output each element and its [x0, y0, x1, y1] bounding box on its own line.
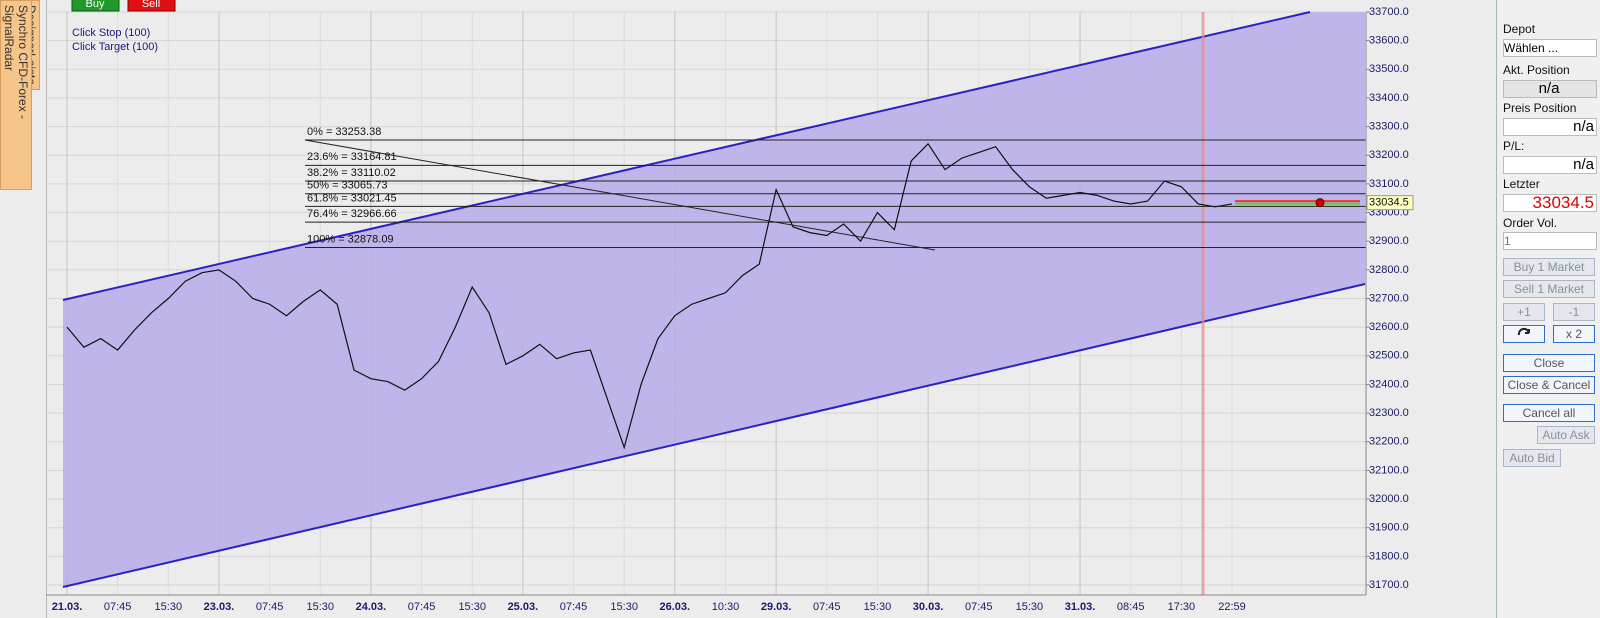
- click-stop[interactable]: Click Stop (100): [72, 27, 150, 39]
- y-tick-label: 33100.0: [1369, 178, 1409, 190]
- fib-label: 50% = 33065.73: [307, 180, 387, 192]
- fib-label: 0% = 33253.38: [307, 126, 381, 138]
- x-tick-label: 10:30: [712, 601, 740, 613]
- preis-position-label: Preis Position: [1503, 101, 1577, 115]
- y-tick-label: 32100.0: [1369, 464, 1409, 476]
- sell-button[interactable]: [127, 0, 176, 12]
- x-tick-label: 07:45: [813, 601, 841, 613]
- y-tick-label: 32000.0: [1369, 493, 1409, 505]
- y-tick-label: 33700.0: [1369, 6, 1409, 18]
- x-tick-label: 21.03.: [52, 601, 83, 613]
- auto-ask-button[interactable]: Auto Ask: [1537, 426, 1595, 444]
- channel-upper: [62, 11, 1311, 301]
- buy-button[interactable]: [71, 0, 120, 12]
- depot-select[interactable]: Wählen ...: [1503, 39, 1597, 57]
- times-two-button[interactable]: x 2: [1553, 325, 1595, 343]
- trendline: [304, 139, 936, 251]
- reverse-icon: [1517, 327, 1530, 336]
- price-dot: [1315, 198, 1325, 208]
- y-tick-label: 32800.0: [1369, 264, 1409, 276]
- x-tick-label: 17:30: [1168, 601, 1196, 613]
- x-tick-label: 23.03.: [204, 601, 235, 613]
- x-tick-label: 31.03.: [1065, 601, 1096, 613]
- y-tick-label: 33400.0: [1369, 92, 1409, 104]
- y-tick-label: 31800.0: [1369, 550, 1409, 562]
- x-tick-label: 07:45: [560, 601, 588, 613]
- fib-label: 100% = 32878.09: [307, 233, 394, 245]
- y-tick-label: 32300.0: [1369, 407, 1409, 419]
- channel-lower: [62, 283, 1366, 588]
- fib-label: 38.2% = 33110.02: [307, 167, 396, 179]
- akt-position-value: n/a: [1503, 80, 1597, 98]
- price-line: [66, 142, 1233, 450]
- x-tick-label: 15:30: [610, 601, 638, 613]
- x-tick-label: 25.03.: [508, 601, 539, 613]
- y-tick-label: 33600.0: [1369, 35, 1409, 47]
- depot-label: Depot: [1503, 22, 1536, 36]
- click-target[interactable]: Click Target (100): [72, 41, 158, 53]
- x-tick-label: 07:45: [256, 601, 284, 613]
- y-tick-label: 33300.0: [1369, 121, 1409, 133]
- reverse-button[interactable]: [1503, 325, 1545, 343]
- order-vol-label: Order Vol.: [1503, 216, 1558, 230]
- y-tick-label: 32400.0: [1369, 378, 1409, 390]
- auto-bid-button[interactable]: Auto Bid: [1503, 449, 1561, 467]
- y-tick-label: 32500.0: [1369, 350, 1409, 362]
- x-tick-label: 24.03.: [356, 601, 387, 613]
- x-tick-label: 15:30: [155, 601, 183, 613]
- plus-one-button[interactable]: +1: [1503, 303, 1545, 321]
- fib-label: 23.6% = 33164.81: [307, 151, 397, 163]
- akt-position-label: Akt. Position: [1503, 63, 1570, 77]
- price-tag-label: 33034.5: [1369, 197, 1409, 209]
- y-tick-label: 32200.0: [1369, 436, 1409, 448]
- y-tick-label: 31900.0: [1369, 522, 1409, 534]
- buy-market-button[interactable]: Buy 1 Market: [1503, 258, 1595, 276]
- x-tick-label: 08:45: [1117, 601, 1145, 613]
- y-tick-label: 32900.0: [1369, 235, 1409, 247]
- letzter-label: Letzter: [1503, 177, 1540, 191]
- y-tick-label: 33200.0: [1369, 149, 1409, 161]
- x-tick-label: 15:30: [458, 601, 486, 613]
- x-tick-label: 29.03.: [761, 601, 792, 613]
- close-cancel-button[interactable]: Close & Cancel: [1503, 376, 1595, 394]
- preis-position-value: n/a: [1503, 118, 1597, 136]
- price-tag: [1366, 195, 1414, 211]
- y-tick-label: 32700.0: [1369, 292, 1409, 304]
- x-tick-label: 15:30: [864, 601, 892, 613]
- channel-fill: [63, 12, 1365, 587]
- cancel-all-button[interactable]: Cancel all: [1503, 404, 1595, 422]
- pl-value: n/a: [1503, 156, 1597, 174]
- y-tick-label: 33500.0: [1369, 63, 1409, 75]
- chart: 31700.0 31800.0 31900.0 32000.0 32100.0 32200…: [46, 0, 1536, 618]
- buy-label: Buy: [86, 0, 105, 10]
- x-tick-label: 07:45: [965, 601, 993, 613]
- x-tick-label: 30.03.: [913, 601, 944, 613]
- fib-label: 76.4% = 32966.66: [307, 208, 397, 220]
- signalradar-tab[interactable]: Synchro CFD-Forex - SignalRadar: [0, 0, 32, 190]
- y-tick-label: 32600.0: [1369, 321, 1409, 333]
- x-tick-label: 26.03.: [660, 601, 691, 613]
- letzter-value: 33034.5: [1503, 194, 1597, 212]
- y-tick-label: 31700.0: [1369, 579, 1409, 591]
- x-tick-label: 22:59: [1218, 601, 1246, 613]
- close-button[interactable]: Close: [1503, 354, 1595, 372]
- order-panel: Depot Wählen ... Akt. Position n/a Preis…: [1496, 0, 1600, 618]
- fib-label: 61.8% = 33021.45: [307, 192, 397, 204]
- minus-one-button[interactable]: -1: [1553, 303, 1595, 321]
- pl-label: P/L:: [1503, 139, 1525, 153]
- sell-market-button[interactable]: Sell 1 Market: [1503, 280, 1595, 298]
- sell-label: Sell: [142, 0, 160, 10]
- order-vol-input[interactable]: 1: [1503, 232, 1597, 250]
- x-tick-label: 15:30: [1016, 601, 1044, 613]
- x-tick-label: 07:45: [104, 601, 132, 613]
- x-tick-label: 15:30: [306, 601, 334, 613]
- x-tick-label: 07:45: [408, 601, 436, 613]
